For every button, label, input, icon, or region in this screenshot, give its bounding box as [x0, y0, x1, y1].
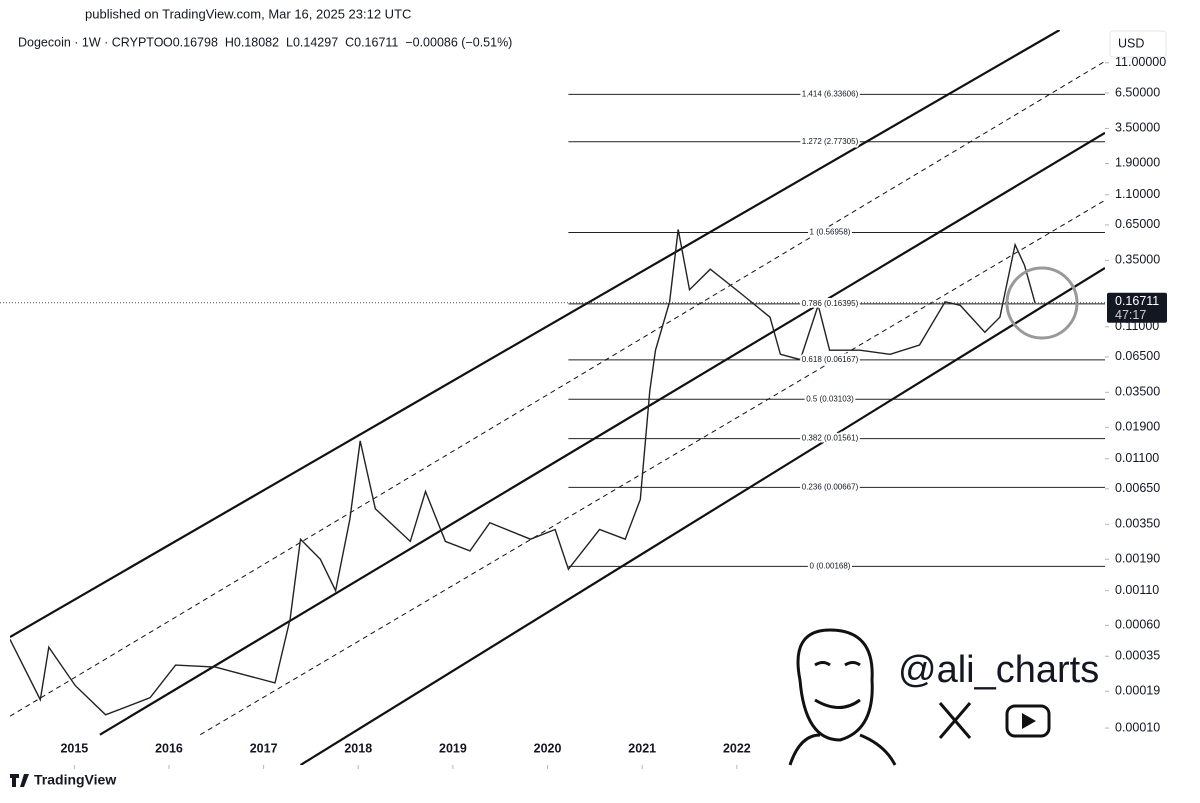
- countdown: 47:17: [1115, 308, 1146, 322]
- fib-label: 0.786 (0.16395): [802, 299, 859, 308]
- y-tick-label: 3.50000: [1115, 121, 1160, 135]
- channel-line: [99, 131, 1105, 736]
- x-tick-label: 2021: [628, 741, 656, 755]
- y-tick-label: 0.00190: [1115, 552, 1160, 566]
- x-tick-label: 2015: [60, 741, 88, 755]
- currency[interactable]: USD: [1118, 36, 1144, 50]
- fib-label: 1.414 (6.33606): [802, 90, 859, 99]
- y-tick-label: 0.00060: [1115, 618, 1160, 632]
- fib-label: 1.272 (2.77305): [802, 137, 859, 146]
- channel-line: [10, 60, 1105, 717]
- y-tick-label: 6.50000: [1115, 85, 1160, 99]
- price-line: [10, 229, 1036, 716]
- y-tick-label: 0.01100: [1115, 451, 1159, 465]
- y-tick-label: 0.65000: [1115, 217, 1160, 231]
- channel-line: [199, 199, 1105, 736]
- symbol: Dogecoin · 1W · CRYPTO: [18, 35, 164, 49]
- y-tick-label: 1.90000: [1115, 156, 1160, 170]
- y-tick-label: 0.00019: [1115, 684, 1160, 698]
- y-tick-label: 0.01900: [1115, 420, 1160, 434]
- watermark: @ali_charts: [898, 649, 1099, 691]
- price-badge: [1107, 292, 1167, 323]
- plot-area: [10, 30, 1105, 765]
- y-tick-label: 0.03500: [1115, 385, 1160, 399]
- y-tick-label: 0.00035: [1115, 649, 1160, 663]
- y-tick-label: 1.10000: [1115, 187, 1160, 201]
- y-tick-label: 11.00000: [1115, 55, 1166, 69]
- x-icon: [938, 702, 972, 739]
- x-tick-label: 2019: [439, 741, 467, 755]
- y-tick-label: 0.00650: [1115, 481, 1160, 495]
- x-tick-label: 2018: [344, 741, 372, 755]
- fib-label: 0.5 (0.03103): [806, 394, 854, 403]
- brand: TradingView: [34, 772, 116, 788]
- x-tick-label: 2022: [723, 741, 751, 755]
- fib-label: 0.236 (0.00667): [802, 482, 859, 491]
- x-tick-label: 2016: [155, 741, 183, 755]
- channel-line: [299, 266, 1105, 765]
- y-tick-label: 0.00010: [1115, 720, 1160, 734]
- fib-label: 0 (0.00168): [810, 561, 851, 570]
- published-note: published on TradingView.com, Mar 16, 20…: [85, 6, 411, 21]
- y-tick-label: 0.06500: [1115, 349, 1160, 363]
- fib-label: 0.382 (0.01561): [802, 434, 859, 443]
- brand-logo: [10, 774, 29, 787]
- ohlc: O0.16798 H0.18082 L0.14297 C0.16711 −0.0…: [163, 35, 512, 49]
- fib-label: 0.618 (0.06167): [802, 355, 859, 364]
- y-tick-label: 0.00350: [1115, 517, 1160, 531]
- youtube-icon: [1005, 704, 1051, 738]
- channel-line: [10, 30, 1061, 638]
- y-tick-label: 0.00110: [1115, 583, 1159, 597]
- currency-box[interactable]: [1109, 30, 1167, 58]
- last-price: 0.16711: [1115, 294, 1159, 308]
- fib-label: 1 (0.56958): [810, 228, 851, 237]
- x-tick-label: 2017: [250, 741, 278, 755]
- x-tick-label: 2020: [534, 741, 562, 755]
- face-logo: [788, 628, 897, 766]
- y-tick-label: 0.35000: [1115, 253, 1160, 267]
